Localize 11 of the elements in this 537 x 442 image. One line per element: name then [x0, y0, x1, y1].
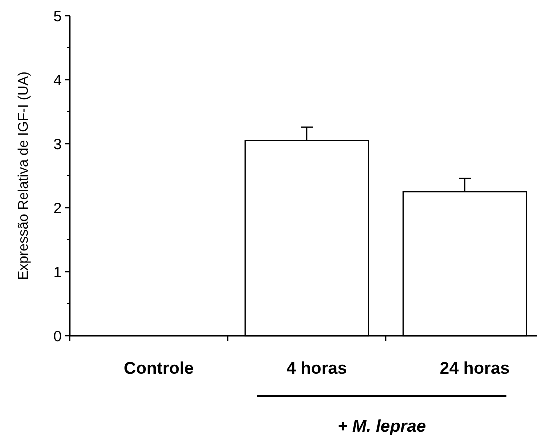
y-tick-label: 4	[54, 72, 62, 90]
x-tick-label: 4 horas	[286, 359, 348, 378]
y-tick-label: 3	[54, 136, 62, 154]
y-tick-label: 2	[54, 200, 62, 218]
y-tick-label: 1	[54, 264, 62, 282]
y-tick-label: 0	[54, 328, 62, 346]
text: + M. leprae	[338, 417, 426, 436]
y-axis-title: Expressão Relativa de IGF-I (UA)	[15, 72, 31, 280]
x-tick-label: Controle	[124, 359, 194, 378]
x-tick-label: 24 horas	[440, 359, 510, 378]
y-tick-label: 5	[54, 8, 62, 26]
